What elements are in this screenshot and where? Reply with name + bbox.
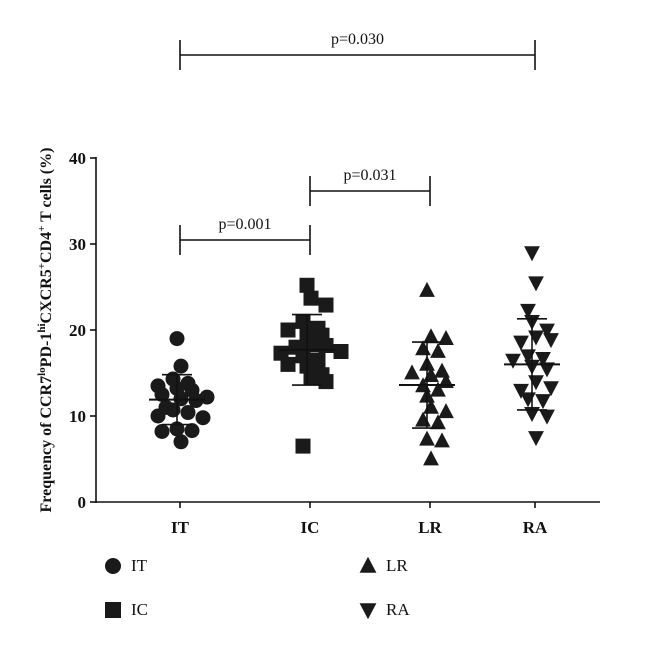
- x-category-label: LR: [418, 518, 442, 537]
- data-point: [438, 403, 454, 419]
- data-point: [154, 423, 170, 439]
- legend-marker: [105, 558, 121, 574]
- legend-marker-icon: [105, 558, 121, 574]
- data-point: [543, 381, 559, 397]
- data-point: [539, 409, 555, 425]
- y-ticks: 0 10 20 30 40: [69, 149, 96, 512]
- legend-label: IC: [131, 600, 148, 619]
- y-tick-label: 10: [69, 407, 86, 426]
- significance-brackets: p=0.030 p=0.001 p=0.031: [179, 31, 536, 255]
- legend-item-it: IT: [103, 556, 147, 576]
- y-tick-label: 40: [69, 149, 86, 168]
- data-point: [404, 364, 420, 380]
- data-point: [419, 281, 435, 297]
- p-value-label: p=0.001: [218, 216, 271, 233]
- data-point: [423, 450, 439, 466]
- p-value-label: p=0.030: [331, 31, 384, 48]
- y-tick-label: 20: [69, 321, 86, 340]
- data-point: [524, 246, 540, 262]
- data-point: [528, 375, 544, 391]
- data-point: [173, 358, 189, 374]
- data-point: [173, 434, 189, 450]
- data-point: [543, 333, 559, 349]
- data-point: [430, 342, 446, 358]
- data-point: [415, 411, 431, 427]
- x-categories: IT IC LR RA: [171, 502, 548, 537]
- legend-label: LR: [386, 556, 408, 575]
- data-point: [280, 356, 296, 372]
- data-point: [438, 329, 454, 345]
- data-point: [169, 331, 185, 347]
- data-point: [528, 330, 544, 346]
- legend-marker: [359, 556, 377, 573]
- x-category-label: RA: [523, 518, 548, 537]
- data-point: [299, 277, 315, 293]
- error-bars: [149, 313, 560, 429]
- data-point: [318, 297, 334, 313]
- legend-marker: [359, 603, 377, 620]
- data-point: [180, 405, 196, 421]
- data-point: [528, 431, 544, 447]
- data-point: [535, 394, 551, 410]
- data-point: [303, 369, 319, 385]
- data-point: [318, 374, 334, 390]
- axes: [95, 157, 600, 503]
- legend-item-lr: LR: [358, 556, 408, 576]
- data-point: [535, 352, 551, 368]
- data-point: [520, 392, 536, 408]
- x-category-label: IT: [171, 518, 190, 537]
- data-point: [295, 438, 311, 454]
- data-point: [150, 408, 166, 424]
- data-point: [513, 383, 529, 399]
- data-point: [423, 328, 439, 344]
- legend-label: IT: [131, 556, 148, 575]
- data-point: [434, 362, 450, 378]
- y-tick-label: 0: [78, 493, 87, 512]
- data-points: [150, 246, 559, 466]
- data-point: [528, 276, 544, 292]
- y-axis-label: Frequency of CCR7loPD-1hiCXCR5+CD4+ T ce…: [36, 148, 55, 513]
- data-point: [434, 432, 450, 448]
- legend-label: RA: [386, 600, 410, 619]
- data-point: [539, 362, 555, 378]
- data-point: [184, 423, 200, 439]
- data-point: [280, 322, 296, 338]
- x-category-label: IC: [301, 518, 320, 537]
- data-point: [333, 344, 349, 359]
- data-point: [195, 410, 211, 426]
- data-point: [430, 414, 446, 430]
- legend-marker: [105, 602, 121, 618]
- data-point: [154, 387, 170, 402]
- legend-item-ic: IC: [103, 600, 148, 620]
- data-point: [419, 430, 435, 446]
- legend-marker-icon: [359, 556, 377, 573]
- data-point: [505, 353, 521, 369]
- data-point: [539, 323, 555, 339]
- legend-marker-icon: [105, 602, 121, 618]
- y-tick-label: 30: [69, 235, 86, 254]
- legend-marker-icon: [359, 603, 377, 620]
- p-value-label: p=0.031: [343, 167, 396, 184]
- data-point: [513, 335, 529, 351]
- data-point: [430, 381, 446, 397]
- data-point: [165, 402, 181, 418]
- legend-item-ra: RA: [358, 600, 410, 620]
- data-point: [524, 407, 540, 423]
- data-point: [303, 290, 319, 306]
- data-point: [520, 303, 536, 319]
